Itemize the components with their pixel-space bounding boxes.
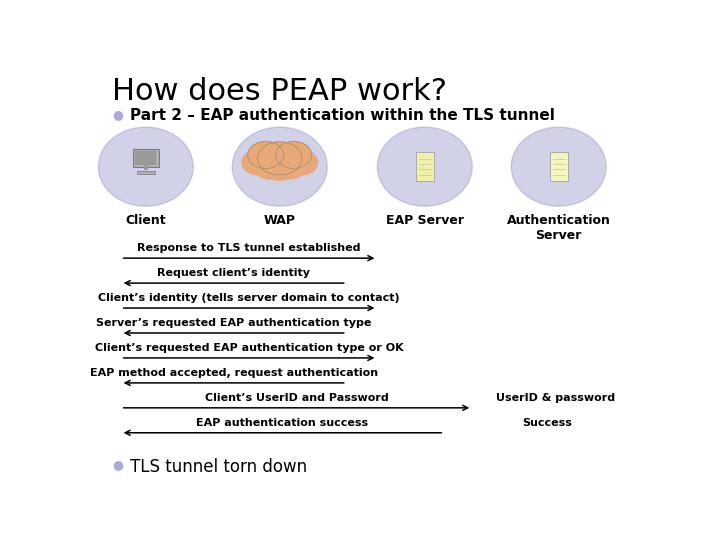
Text: Server’s requested EAP authentication type: Server’s requested EAP authentication ty… [96, 318, 372, 328]
Text: Client’s identity (tells server domain to contact): Client’s identity (tells server domain t… [98, 293, 400, 303]
Text: How does PEAP work?: How does PEAP work? [112, 77, 447, 106]
FancyBboxPatch shape [416, 152, 433, 181]
Circle shape [254, 156, 285, 179]
FancyBboxPatch shape [135, 151, 156, 165]
Ellipse shape [377, 127, 472, 206]
FancyBboxPatch shape [550, 152, 567, 181]
Ellipse shape [233, 127, 327, 206]
FancyBboxPatch shape [137, 171, 155, 174]
Text: Response to TLS tunnel established: Response to TLS tunnel established [138, 243, 361, 253]
Text: Client’s requested EAP authentication type or OK: Client’s requested EAP authentication ty… [95, 343, 403, 353]
Text: Client’s UserID and Password: Client’s UserID and Password [204, 393, 388, 403]
Text: ●: ● [112, 458, 123, 471]
Circle shape [258, 142, 302, 175]
Ellipse shape [99, 127, 193, 206]
Circle shape [242, 150, 275, 175]
Text: Client: Client [125, 214, 166, 227]
Text: Request client’s identity: Request client’s identity [157, 268, 310, 278]
Text: TLS tunnel torn down: TLS tunnel torn down [130, 458, 307, 476]
Circle shape [274, 156, 305, 179]
Text: Part 2 – EAP authentication within the TLS tunnel: Part 2 – EAP authentication within the T… [130, 109, 555, 124]
Text: Success: Success [523, 418, 572, 428]
Text: UserID & password: UserID & password [496, 393, 616, 403]
FancyBboxPatch shape [132, 149, 159, 167]
Text: EAP Server: EAP Server [386, 214, 464, 227]
Text: EAP method accepted, request authentication: EAP method accepted, request authenticat… [89, 368, 378, 378]
Circle shape [276, 141, 312, 168]
Text: Authentication
Server: Authentication Server [507, 214, 611, 242]
Circle shape [266, 160, 294, 180]
Text: WAP: WAP [264, 214, 296, 227]
Text: EAP authentication success: EAP authentication success [197, 418, 369, 428]
Ellipse shape [511, 127, 606, 206]
Circle shape [284, 150, 318, 175]
Circle shape [248, 141, 284, 168]
Text: ●: ● [112, 109, 123, 122]
